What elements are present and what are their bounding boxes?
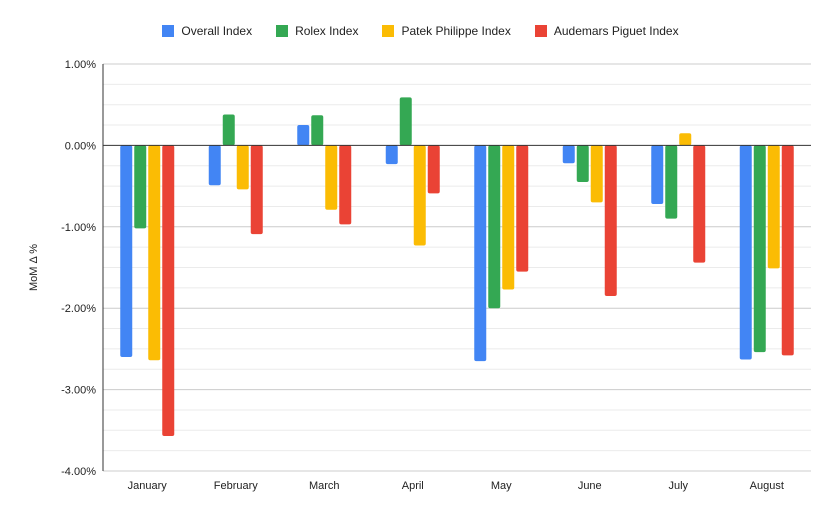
legend-swatch — [162, 25, 175, 37]
bar-overall-index-february — [208, 145, 221, 186]
y-tick-label: 1.00% — [65, 59, 96, 71]
bar-audemars-piguet-index-july — [693, 145, 706, 263]
bar-overall-index-june — [562, 145, 575, 164]
y-axis-label: MoM Δ % — [28, 244, 40, 291]
x-tick-label: May — [491, 480, 512, 492]
bar-audemars-piguet-index-june — [604, 145, 617, 296]
y-tick-label: 0.00% — [65, 140, 96, 152]
bar-rolex-index-february — [222, 114, 235, 146]
bar-rolex-index-june — [576, 145, 589, 183]
bar-audemars-piguet-index-may — [516, 145, 529, 272]
legend: Overall Index Rolex Index Patek Philippe I… — [0, 24, 837, 38]
bar-audemars-piguet-index-january — [162, 145, 175, 436]
bar-rolex-index-july — [665, 145, 678, 219]
x-tick-label: February — [214, 480, 259, 492]
bar-patek-philippe-index-june — [590, 145, 603, 203]
bar-patek-philippe-index-february — [236, 145, 249, 190]
bar-patek-philippe-index-april — [413, 145, 426, 246]
y-tick-label: -1.00% — [61, 222, 96, 234]
y-tick-label: -2.00% — [61, 303, 96, 315]
x-tick-label: August — [750, 480, 784, 492]
x-tick-label: June — [578, 480, 602, 492]
bar-overall-index-march — [297, 125, 310, 146]
x-tick-label: January — [128, 480, 168, 492]
bar-overall-index-may — [474, 145, 487, 362]
bar-audemars-piguet-index-march — [339, 145, 352, 225]
legend-label: Overall Index — [181, 24, 253, 38]
bar-rolex-index-may — [488, 145, 501, 309]
legend-swatch — [382, 25, 395, 37]
bar-audemars-piguet-index-april — [427, 145, 440, 194]
bar-rolex-index-august — [753, 145, 766, 353]
x-tick-label: July — [668, 480, 688, 492]
x-tick-label: March — [309, 480, 340, 492]
legend-item: Patek Philippe Index — [382, 24, 511, 38]
legend-label: Patek Philippe Index — [401, 24, 511, 38]
legend-label: Rolex Index — [295, 24, 359, 38]
bar-overall-index-august — [739, 145, 752, 360]
legend-item: Overall Index — [162, 24, 252, 38]
bar-patek-philippe-index-august — [767, 145, 780, 269]
legend-swatch — [276, 25, 289, 37]
legend-swatch — [534, 25, 547, 37]
legend-item: Audemars Piguet Index — [534, 24, 679, 38]
legend-item: Rolex Index — [276, 24, 358, 38]
bar-rolex-index-march — [311, 115, 324, 146]
bar-patek-philippe-index-march — [325, 145, 338, 210]
legend-label: Audemars Piguet Index — [553, 24, 679, 38]
bar-rolex-index-april — [399, 97, 412, 146]
bar-overall-index-january — [120, 145, 133, 358]
bar-audemars-piguet-index-august — [781, 145, 794, 356]
x-tick-label: April — [402, 480, 424, 492]
bar-patek-philippe-index-january — [148, 145, 161, 361]
y-tick-label: -4.00% — [61, 466, 96, 478]
bar-audemars-piguet-index-february — [250, 145, 263, 235]
bar-overall-index-april — [385, 145, 398, 165]
bar-patek-philippe-index-may — [502, 145, 515, 290]
bar-rolex-index-january — [134, 145, 147, 229]
y-tick-label: -3.00% — [61, 385, 96, 397]
bar-overall-index-july — [651, 145, 664, 205]
bar-patek-philippe-index-july — [679, 133, 692, 146]
